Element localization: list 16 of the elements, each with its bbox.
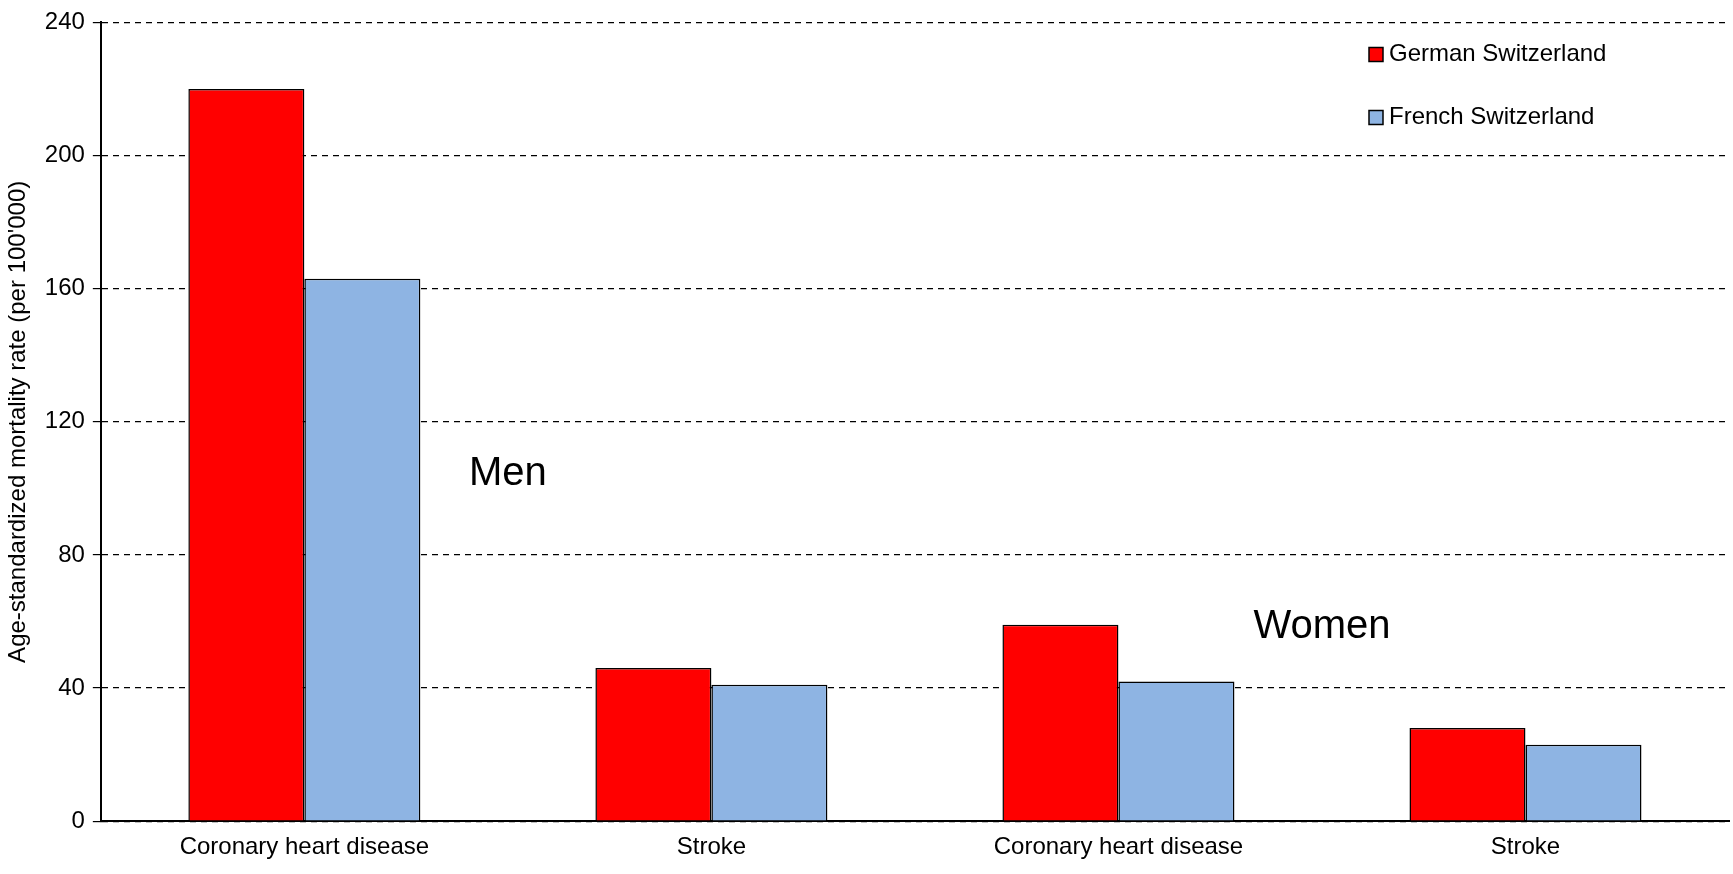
annotation: Women xyxy=(1253,601,1391,646)
y-tick-label: 200 xyxy=(44,140,85,168)
y-tick-label: 80 xyxy=(58,539,85,567)
legend-label: French Switzerland xyxy=(1389,102,1595,130)
y-tick-label: 120 xyxy=(44,406,85,434)
y-tick-label: 160 xyxy=(44,273,85,301)
x-tick-label: Coronary heart disease xyxy=(179,832,430,860)
x-tick-label: Coronary heart disease xyxy=(993,832,1244,860)
y-axis-title: Age-standardized mortality rate (per 100'000) xyxy=(3,180,31,663)
y-tick-label: 0 xyxy=(71,805,85,833)
legend-label: German Switzerland xyxy=(1389,39,1607,67)
y-tick-label: 240 xyxy=(44,7,85,35)
annotation: Men xyxy=(468,448,547,493)
x-tick-label: Stroke xyxy=(1490,832,1561,860)
y-tick-label: 40 xyxy=(58,672,85,700)
x-tick-label: Stroke xyxy=(676,832,747,860)
